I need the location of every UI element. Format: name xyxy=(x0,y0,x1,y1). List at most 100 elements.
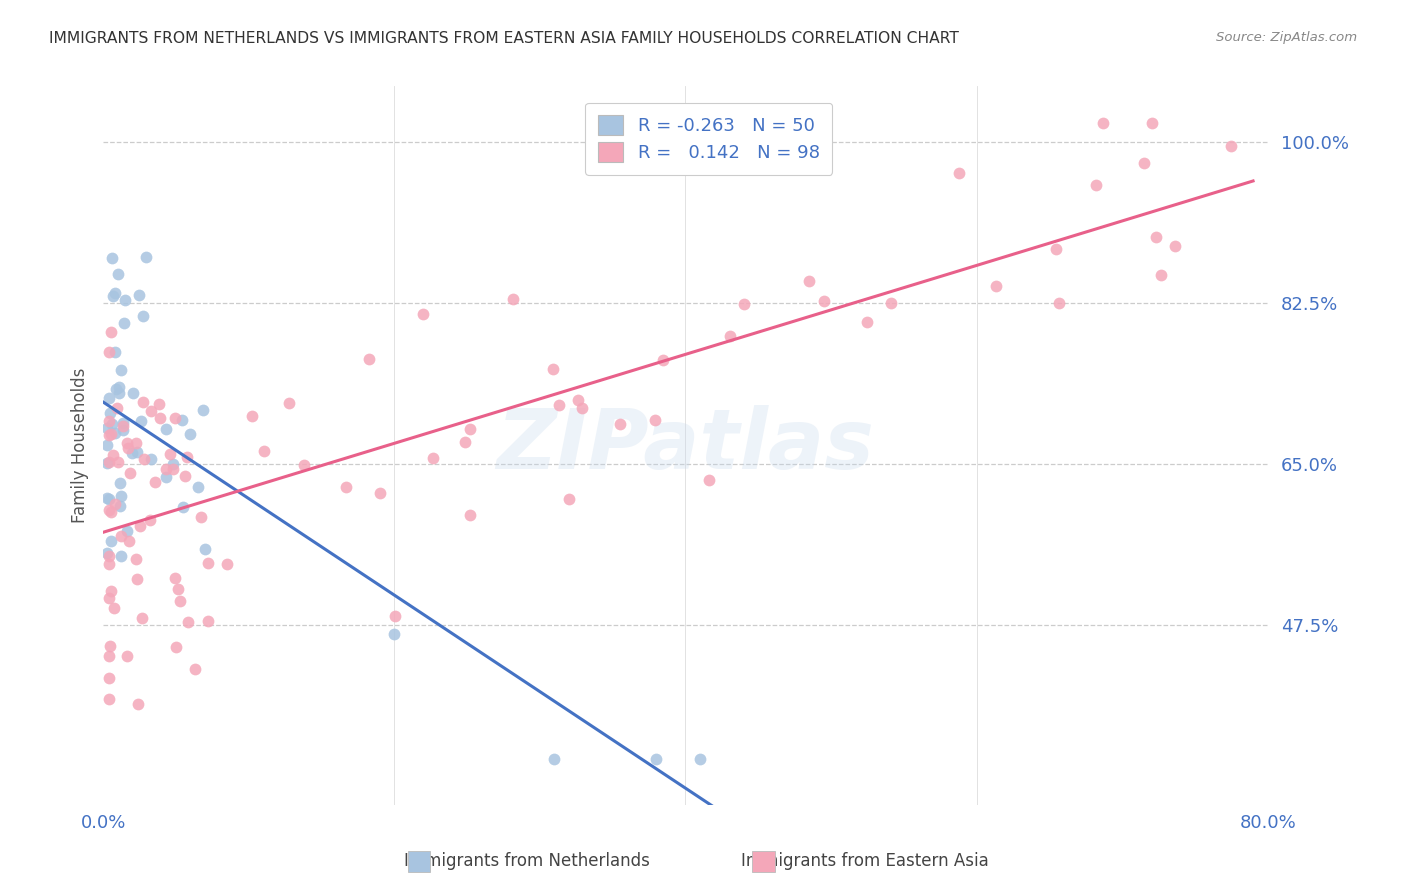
Point xyxy=(217,557,239,571)
Point xyxy=(172,500,194,514)
Point xyxy=(357,351,380,366)
Point xyxy=(165,640,187,654)
Point xyxy=(165,410,187,425)
Point xyxy=(110,489,132,503)
Point xyxy=(121,445,143,459)
Point xyxy=(1140,116,1163,130)
Point xyxy=(127,697,149,711)
Point xyxy=(108,379,131,393)
Point xyxy=(97,549,120,564)
Point xyxy=(652,353,675,368)
Point xyxy=(104,426,127,441)
Point xyxy=(132,452,155,467)
Point xyxy=(1045,242,1067,256)
Point xyxy=(96,421,118,435)
Point xyxy=(105,401,128,416)
Point xyxy=(1219,139,1241,153)
Point xyxy=(502,292,524,306)
Point xyxy=(98,428,121,442)
Y-axis label: Family Households: Family Households xyxy=(72,368,89,524)
Point xyxy=(101,448,124,462)
Point xyxy=(460,508,482,522)
Point xyxy=(453,434,475,449)
Point xyxy=(155,462,177,476)
Point xyxy=(1149,268,1171,283)
Point xyxy=(98,557,121,571)
Point xyxy=(117,441,139,455)
Point xyxy=(240,409,263,423)
Point xyxy=(100,533,122,548)
Point xyxy=(292,458,315,472)
Text: Source: ZipAtlas.com: Source: ZipAtlas.com xyxy=(1216,31,1357,45)
Point xyxy=(96,546,118,560)
Point xyxy=(567,393,589,408)
Point xyxy=(548,398,571,412)
Point xyxy=(103,497,125,511)
Point xyxy=(1164,238,1187,252)
Point xyxy=(148,397,170,411)
Point xyxy=(1047,296,1070,310)
Point xyxy=(173,469,195,483)
Point xyxy=(128,288,150,302)
Point xyxy=(110,528,132,542)
Point xyxy=(813,294,835,309)
Point xyxy=(100,326,122,340)
Point xyxy=(984,279,1007,293)
Point xyxy=(98,591,121,606)
Point xyxy=(111,416,134,430)
Point xyxy=(609,417,631,431)
Point xyxy=(98,491,121,506)
Point xyxy=(571,401,593,416)
Point xyxy=(129,519,152,533)
Point xyxy=(458,422,481,436)
Point xyxy=(96,456,118,470)
Point xyxy=(718,328,741,343)
Point xyxy=(127,572,149,586)
Point xyxy=(125,552,148,566)
Point xyxy=(98,391,121,405)
Point xyxy=(117,534,139,549)
Point xyxy=(115,524,138,538)
Point xyxy=(197,556,219,570)
Point xyxy=(149,411,172,425)
Point xyxy=(1085,178,1108,192)
Point xyxy=(101,251,124,265)
Point xyxy=(112,423,135,437)
Point xyxy=(110,549,132,563)
Point xyxy=(855,315,877,329)
Point xyxy=(177,615,200,630)
Point xyxy=(162,462,184,476)
Point xyxy=(110,363,132,377)
Point xyxy=(97,648,120,663)
Text: IMMIGRANTS FROM NETHERLANDS VS IMMIGRANTS FROM EASTERN ASIA FAMILY HOUSEHOLDS CO: IMMIGRANTS FROM NETHERLANDS VS IMMIGRANT… xyxy=(49,31,959,46)
Point xyxy=(120,466,142,480)
Point xyxy=(797,275,820,289)
Text: Immigrants from Netherlands: Immigrants from Netherlands xyxy=(405,852,650,870)
Point xyxy=(541,362,564,376)
Point xyxy=(645,751,668,765)
Point xyxy=(169,594,191,608)
Point xyxy=(107,455,129,469)
Point xyxy=(108,385,131,400)
Point xyxy=(97,692,120,706)
Point xyxy=(98,406,121,420)
Point xyxy=(112,316,135,330)
Point xyxy=(100,505,122,519)
Point xyxy=(197,614,219,628)
Point xyxy=(370,486,392,500)
Point xyxy=(733,297,755,311)
Point xyxy=(103,344,125,359)
Point xyxy=(98,640,121,654)
Point xyxy=(131,611,153,625)
Point xyxy=(191,402,214,417)
Point xyxy=(111,418,134,433)
Point xyxy=(167,582,190,596)
Point xyxy=(104,382,127,396)
Point xyxy=(96,438,118,452)
Point xyxy=(124,435,146,450)
Point xyxy=(96,491,118,506)
Point xyxy=(97,344,120,359)
Point xyxy=(176,450,198,464)
Point xyxy=(143,475,166,489)
Text: Immigrants from Eastern Asia: Immigrants from Eastern Asia xyxy=(741,852,988,870)
